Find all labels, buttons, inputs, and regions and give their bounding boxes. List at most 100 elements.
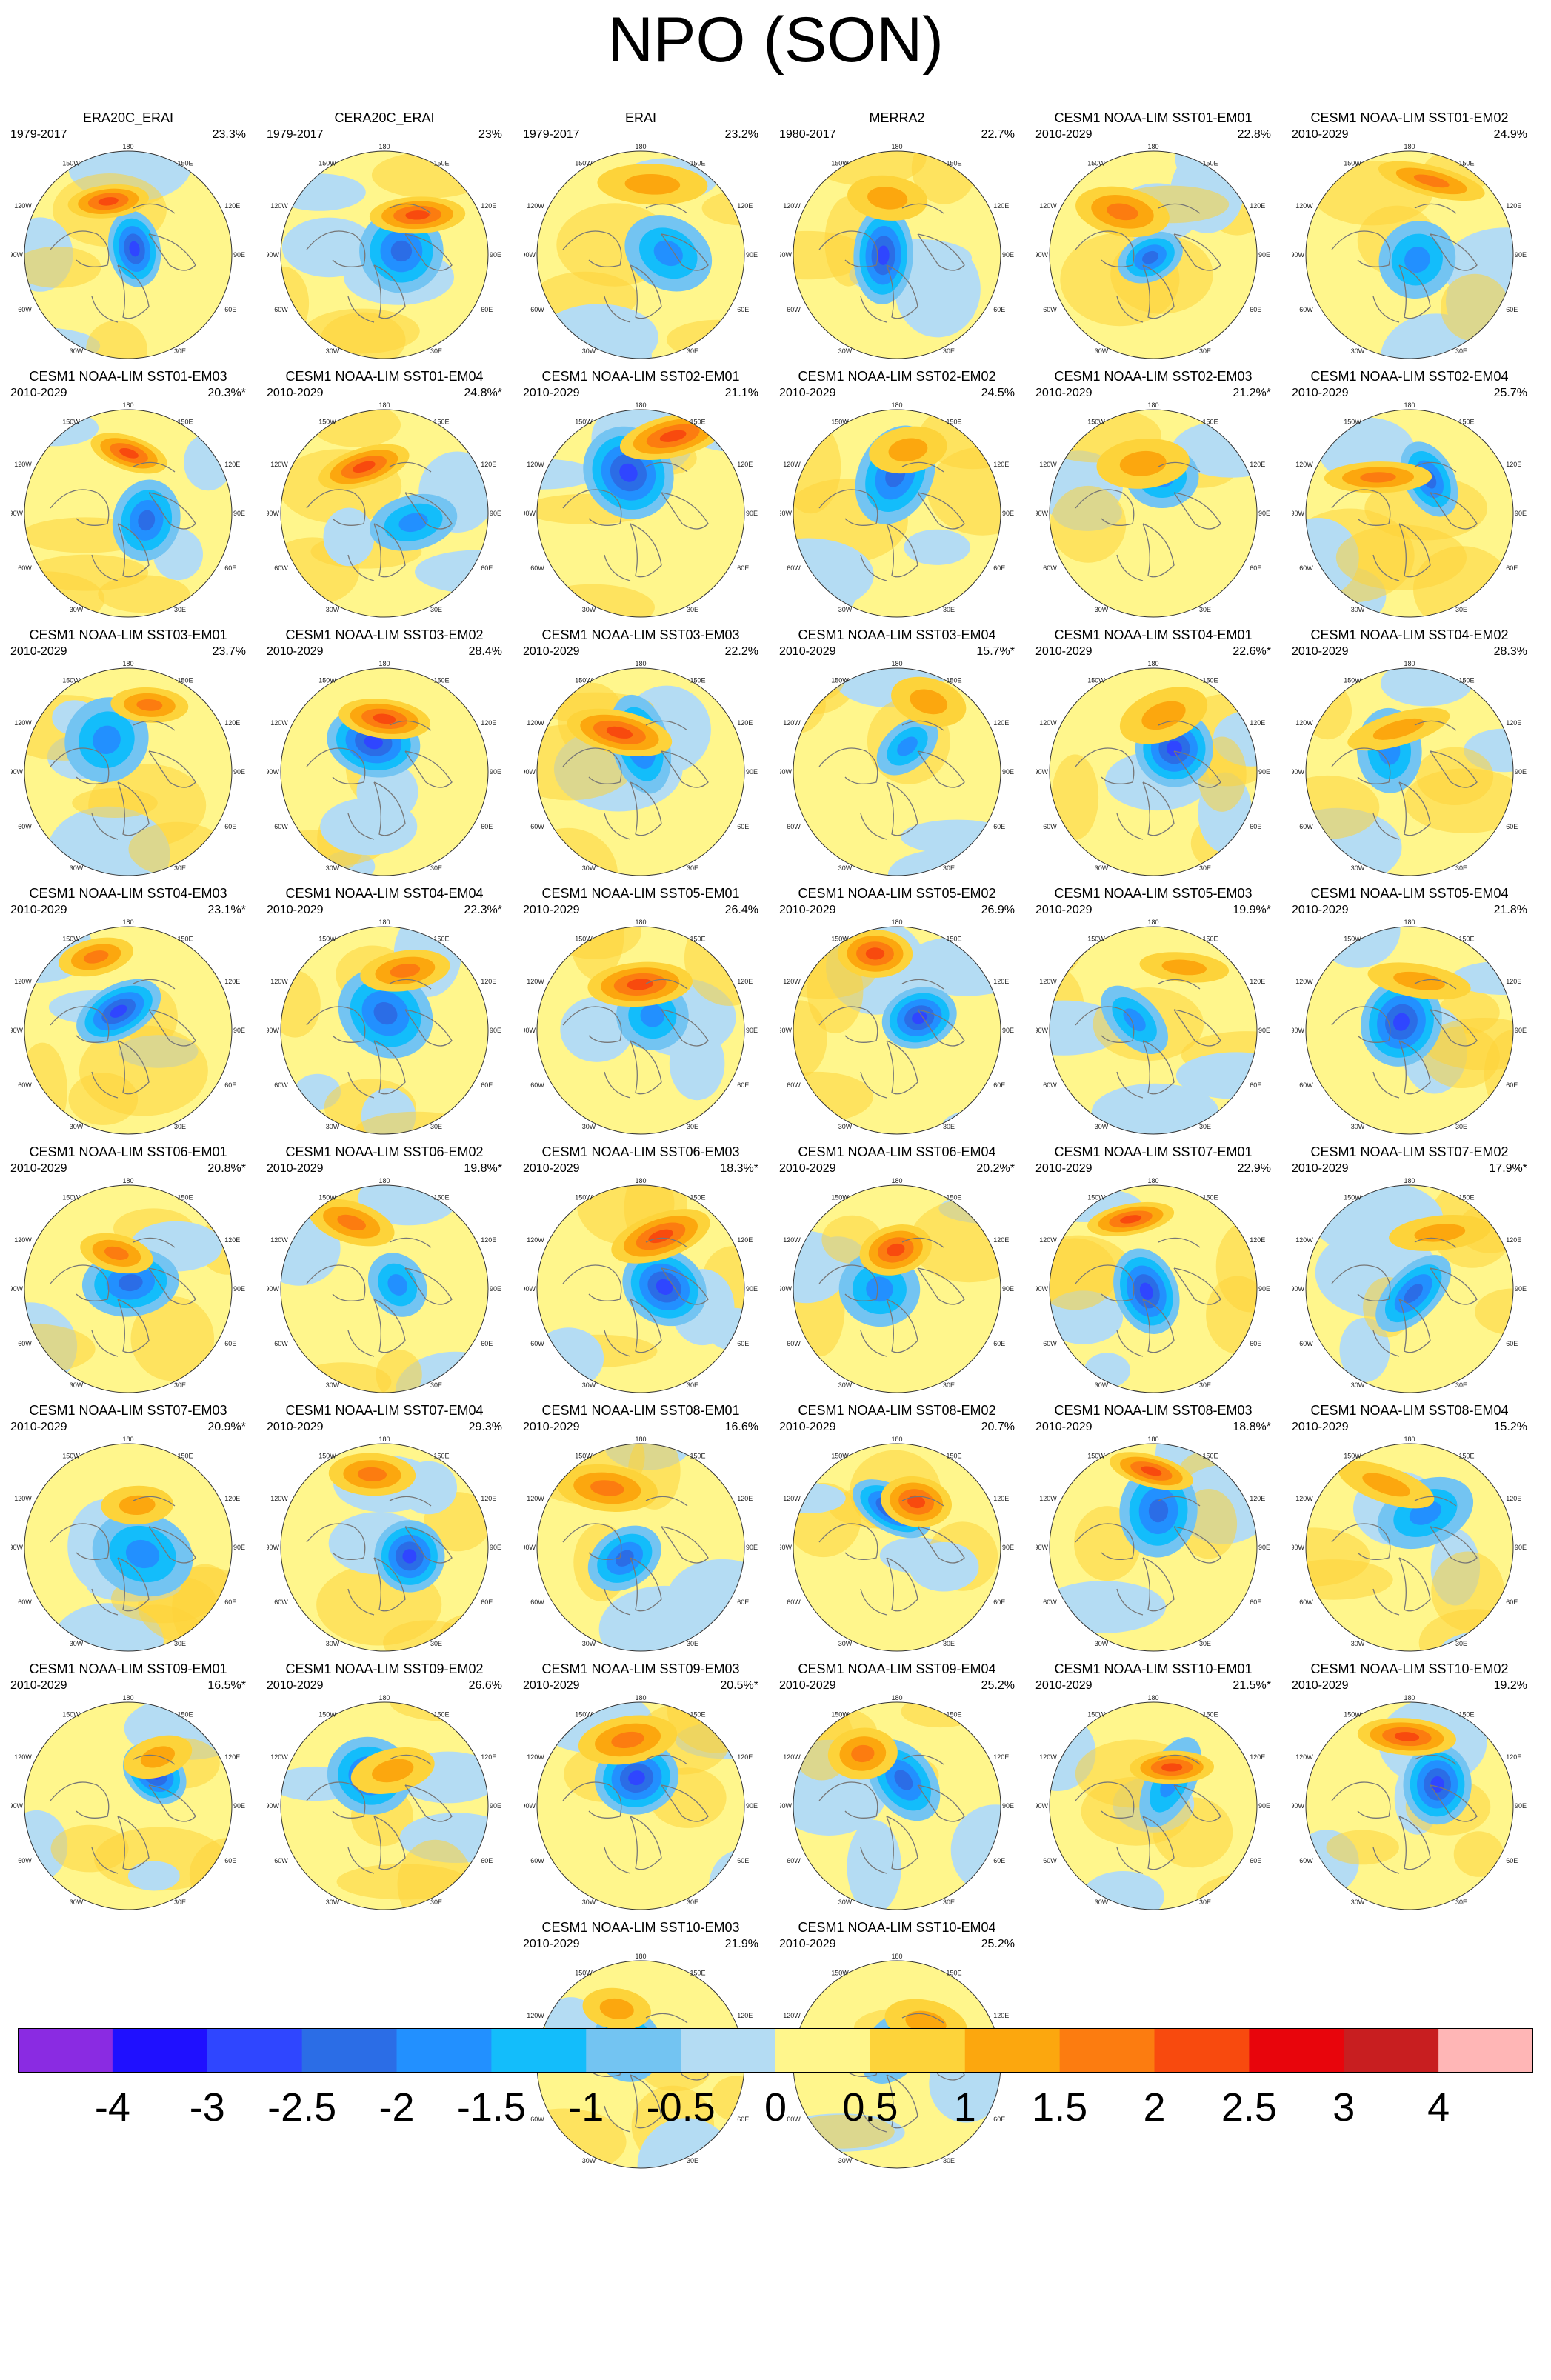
longitude-label: 60E: [1250, 1081, 1261, 1089]
longitude-label: 150E: [177, 1194, 193, 1201]
longitude-label: 120E: [224, 978, 240, 985]
panel-period: 2010-2029: [1035, 387, 1093, 399]
longitude-label: 150E: [690, 1711, 705, 1719]
longitude-label: 150E: [690, 419, 705, 426]
longitude-label: 120W: [1039, 202, 1057, 210]
longitude-label: 90W: [1292, 251, 1304, 259]
longitude-label: 60E: [737, 1599, 749, 1606]
panel-period: 2010-2029: [1035, 645, 1093, 658]
longitude-label: 120E: [224, 719, 240, 727]
longitude-label: 60W: [1299, 823, 1313, 830]
map-panel: CESM1 NOAA-LIM SST03-EM04 2010-2029 15.7%*…: [769, 627, 1025, 876]
map-panel: CESM1 NOAA-LIM SST08-EM01 2010-2029 16.6% 1…: [513, 1402, 769, 1652]
panel-title: CESM1 NOAA-LIM SST10-EM03: [541, 1920, 740, 1935]
panel-variance: 20.2%*: [976, 1162, 1015, 1175]
polar-map: 1800150W150E120W120E90W90E60W60E30W30E: [1292, 919, 1527, 1135]
map-panel: CERA20C_ERAI1979-201723%1800150W150E120W…: [256, 110, 513, 359]
longitude-label: 120E: [737, 719, 753, 727]
longitude-label: 150W: [1344, 677, 1361, 684]
longitude-label: 30E: [1199, 347, 1211, 355]
polar-map: 1800150W150E120W120E90W90E60W60E30W30E: [267, 402, 501, 618]
longitude-label: 30E: [687, 1123, 698, 1130]
longitude-label: 90E: [1002, 1544, 1014, 1551]
longitude-label: 120E: [993, 2012, 1009, 2019]
longitude-label: 30W: [70, 1640, 84, 1647]
longitude-label: 90E: [1258, 510, 1270, 517]
panel-title: CESM1 NOAA-LIM SST02-EM02: [798, 369, 996, 384]
longitude-label: 180: [1404, 919, 1415, 926]
panel-variance: 23.7%: [212, 645, 246, 658]
longitude-label: 60E: [737, 1857, 749, 1864]
longitude-label: 30E: [943, 1899, 955, 1906]
longitude-label: 30W: [1095, 606, 1109, 613]
longitude-label: 90W: [1036, 510, 1048, 517]
map-panel: CESM1 NOAA-LIM SST01-EM01 2010-2029 22.8% 1…: [1025, 110, 1281, 359]
longitude-label: 150W: [831, 1194, 849, 1201]
colorbar-swatch: [1249, 2028, 1344, 2073]
panel-variance: 22.7%: [981, 128, 1015, 141]
panel-title: CESM1 NOAA-LIM SST01-EM02: [1310, 110, 1509, 125]
longitude-label: 30E: [430, 606, 442, 613]
longitude-label: 30E: [687, 2157, 698, 2164]
longitude-label: 150E: [946, 419, 961, 426]
polar-map: 1800150W150E120W120E90W90E60W60E30W30E: [1036, 1436, 1270, 1652]
longitude-label: 60W: [18, 1340, 32, 1347]
panel-variance: 22.3%*: [464, 904, 502, 916]
longitude-label: 30W: [1095, 1640, 1109, 1647]
longitude-label: 120E: [993, 1753, 1009, 1761]
longitude-label: 120E: [993, 461, 1009, 468]
longitude-label: 90W: [524, 251, 536, 259]
longitude-label: 150E: [690, 677, 705, 684]
longitude-label: 120W: [783, 978, 801, 985]
map-panel: CESM1 NOAA-LIM SST03-EM02 2010-2029 28.4% 1…: [256, 627, 513, 876]
longitude-label: 30E: [687, 1381, 698, 1389]
longitude-label: 60W: [274, 306, 288, 313]
longitude-label: 150E: [1458, 419, 1474, 426]
longitude-label: 150W: [1087, 160, 1105, 167]
panel-period: 2010-2029: [10, 1679, 67, 1692]
longitude-label: 90E: [1258, 251, 1270, 259]
panel-period: 2010-2029: [10, 1421, 67, 1433]
polar-map: 1800150W150E120W120E90W90E60W60E30W30E: [11, 661, 245, 876]
longitude-label: 90E: [746, 251, 758, 259]
longitude-label: 150W: [575, 419, 593, 426]
longitude-label: 30E: [174, 1899, 186, 1906]
map-panel: CESM1 NOAA-LIM SST05-EM03 2010-2029 19.9%*…: [1025, 885, 1281, 1135]
longitude-label: 30W: [70, 347, 84, 355]
longitude-label: 150W: [575, 1970, 593, 1977]
longitude-label: 120E: [224, 202, 240, 210]
longitude-label: 150E: [177, 160, 193, 167]
panel-period: 2010-2029: [1292, 1679, 1349, 1692]
panel-title: CESM1 NOAA-LIM SST06-EM01: [29, 1144, 227, 1159]
panel-period: 2010-2029: [779, 904, 836, 916]
longitude-label: 60E: [1506, 306, 1518, 313]
longitude-label: 120E: [1506, 202, 1521, 210]
longitude-label: 30E: [174, 347, 186, 355]
colorbar-tick: 3: [1332, 2085, 1355, 2130]
panel-variance: 24.5%: [981, 387, 1015, 399]
longitude-label: 180: [1147, 1695, 1158, 1701]
longitude-label: 150W: [318, 1711, 336, 1719]
longitude-label: 150W: [318, 1194, 336, 1201]
longitude-label: 30E: [430, 1381, 442, 1389]
longitude-label: 60W: [18, 823, 32, 830]
map-panel: CESM1 NOAA-LIM SST10-EM02 2010-2029 19.2% 1…: [1281, 1661, 1538, 1910]
longitude-label: 30E: [943, 1640, 955, 1647]
panel-period: 1980-2017: [779, 128, 836, 141]
longitude-label: 120W: [783, 2012, 801, 2019]
longitude-label: 90W: [780, 1027, 792, 1034]
longitude-label: 120E: [1250, 1753, 1265, 1761]
polar-map: 1800150W150E120W120E90W90E60W60E30W30E: [267, 919, 501, 1135]
polar-map: 1800150W150E120W120E90W90E60W60E30W30E: [267, 661, 501, 876]
longitude-label: 90E: [490, 251, 501, 259]
panel-period: 2010-2029: [1292, 645, 1349, 658]
longitude-label: 150W: [62, 936, 80, 943]
panel-variance: 26.6%: [468, 1679, 502, 1692]
longitude-label: 120E: [993, 1236, 1009, 1244]
longitude-label: 150W: [62, 160, 80, 167]
longitude-label: 150W: [1087, 419, 1105, 426]
longitude-label: 60E: [993, 564, 1005, 572]
longitude-label: 150E: [1458, 1194, 1474, 1201]
longitude-label: 60W: [1043, 1081, 1057, 1089]
longitude-label: 150W: [1344, 1194, 1361, 1201]
